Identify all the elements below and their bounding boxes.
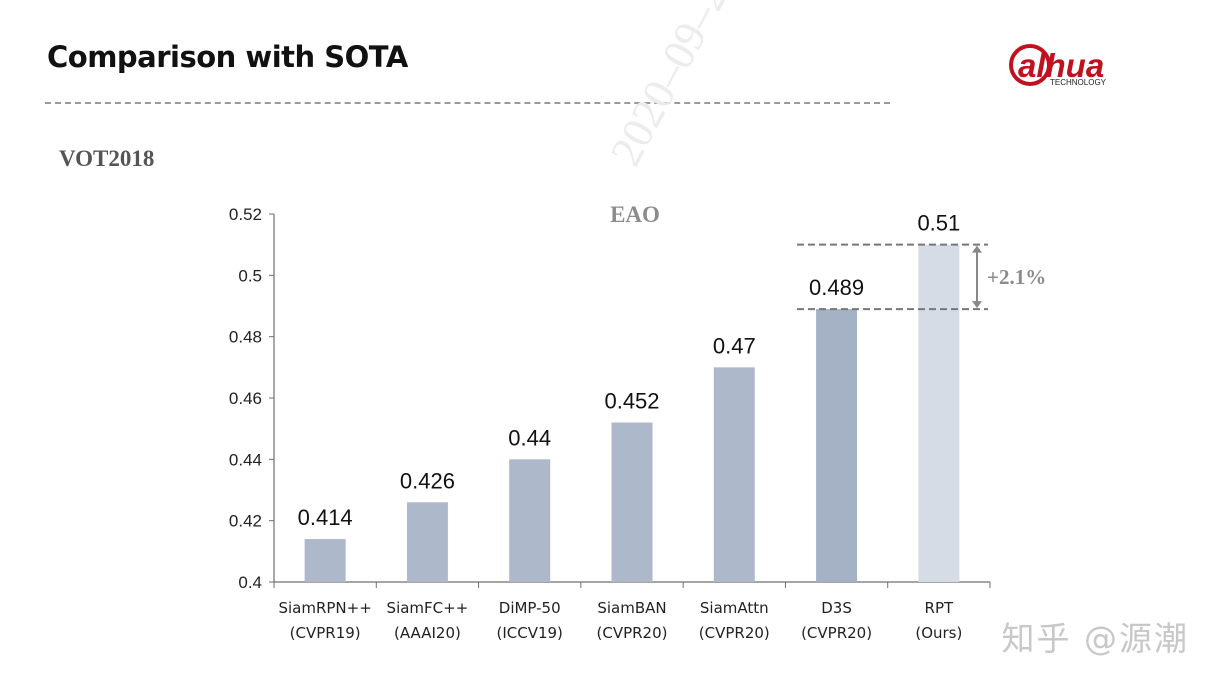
logo-ring-icon bbox=[1009, 44, 1051, 86]
bar bbox=[816, 309, 858, 582]
bar-value-label: 0.426 bbox=[400, 468, 455, 493]
category-name-label: RPT bbox=[925, 599, 954, 617]
y-tick-label: 0.48 bbox=[229, 328, 262, 347]
bar bbox=[509, 459, 551, 582]
category-venue-label: (CVPR19) bbox=[290, 624, 361, 642]
chart-title: EAO bbox=[610, 202, 660, 227]
category-name-label: SiamAttn bbox=[700, 599, 769, 617]
bar bbox=[713, 367, 755, 582]
bar-value-label: 0.414 bbox=[298, 505, 353, 530]
category-venue-label: (Ours) bbox=[915, 624, 962, 642]
bar-value-label: 0.51 bbox=[917, 211, 960, 236]
slide-title: Comparison with SOTA bbox=[47, 40, 408, 74]
bar-value-label: 0.47 bbox=[713, 333, 756, 358]
category-name-label: SiamFC++ bbox=[387, 599, 469, 617]
y-tick-label: 0.46 bbox=[229, 389, 262, 408]
bar bbox=[611, 422, 653, 582]
category-name-label: SiamRPN++ bbox=[278, 599, 371, 617]
title-divider bbox=[45, 102, 890, 104]
bar-value-label: 0.44 bbox=[508, 425, 551, 450]
annotation-arrow-up-icon bbox=[972, 245, 982, 253]
bar-value-label: 0.489 bbox=[809, 275, 864, 300]
y-tick-label: 0.42 bbox=[229, 512, 262, 531]
category-venue-label: (CVPR20) bbox=[801, 624, 872, 642]
logo-wordmark: alhua bbox=[1018, 47, 1104, 84]
category-venue-label: (CVPR20) bbox=[597, 624, 668, 642]
category-name-label: D3S bbox=[821, 599, 852, 617]
zhihu-watermark: 知乎 @源潮 bbox=[1001, 619, 1189, 658]
y-tick-label: 0.52 bbox=[229, 205, 262, 224]
category-venue-label: (AAAI20) bbox=[394, 624, 461, 642]
category-venue-label: (ICCV19) bbox=[496, 624, 562, 642]
bar bbox=[918, 244, 960, 582]
logo-tagline: TECHNOLOGY bbox=[1050, 78, 1107, 87]
category-name-label: SiamBAN bbox=[597, 599, 666, 617]
bar bbox=[304, 539, 346, 582]
y-tick-label: 0.44 bbox=[229, 450, 262, 469]
bar bbox=[406, 502, 448, 582]
category-name-label: DiMP-50 bbox=[499, 599, 561, 617]
y-tick-label: 0.4 bbox=[238, 573, 262, 592]
category-venue-label: (CVPR20) bbox=[699, 624, 770, 642]
annotation-label: +2.1% bbox=[987, 265, 1046, 289]
dataset-subtitle: VOT2018 bbox=[59, 146, 155, 171]
bar-value-label: 0.452 bbox=[604, 389, 659, 414]
brand-logo: alhua TECHNOLOGY bbox=[1009, 44, 1107, 87]
annotation-arrow-down-icon bbox=[972, 301, 982, 309]
y-tick-label: 0.5 bbox=[238, 266, 262, 285]
